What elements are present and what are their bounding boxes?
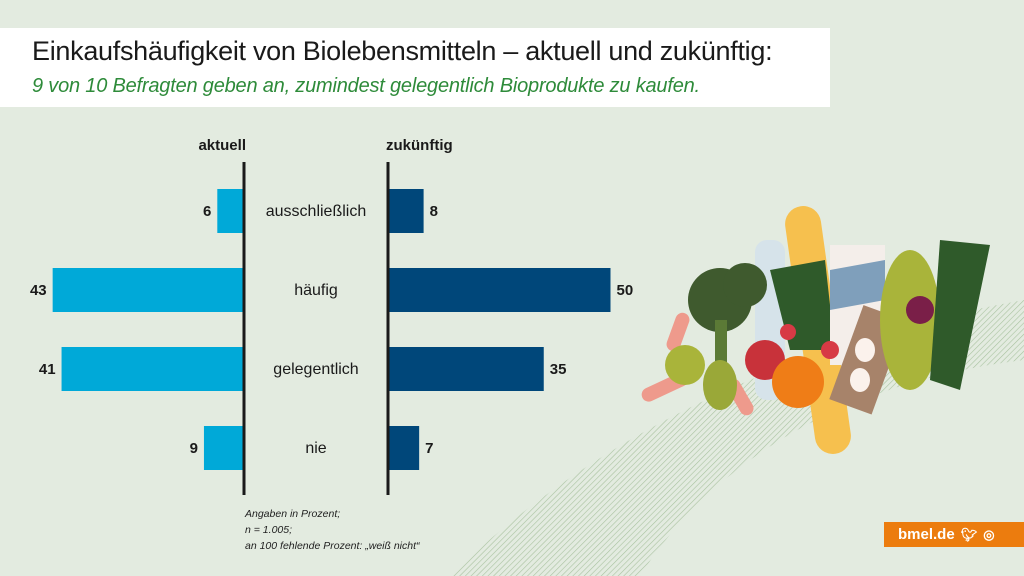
brand-link[interactable]: bmel.de [898, 526, 955, 543]
data-label-zukuenftig: 35 [550, 361, 567, 378]
orange-icon [772, 356, 824, 408]
bar-zukuenftig-3 [388, 426, 420, 470]
apple-icon [665, 345, 705, 385]
bar-zukuenftig-2 [388, 347, 544, 391]
category-label: häufig [294, 282, 338, 299]
bar-zukuenftig-0 [388, 189, 424, 233]
note-missing: an 100 fehlende Prozent: „weiß nicht“ [245, 540, 420, 552]
data-label-zukuenftig: 7 [425, 440, 433, 457]
brand-badge[interactable]: bmel.de 🐦︎ ◎ [884, 522, 1024, 547]
data-label-aktuell: 43 [30, 282, 47, 299]
category-label: gelegentlich [273, 361, 358, 378]
bar-aktuell-2 [61, 347, 244, 391]
note-sample-size: n = 1.005; [245, 524, 292, 536]
title-box: Einkaufshäufigkeit von Biolebensmitteln … [0, 28, 830, 107]
data-label-aktuell: 41 [39, 361, 56, 378]
lettuce-icon [880, 250, 940, 390]
twitter-icon[interactable]: 🐦︎ [960, 526, 978, 542]
data-label-aktuell: 9 [190, 440, 198, 457]
bar-zukuenftig-1 [388, 268, 611, 312]
bar-aktuell-0 [217, 189, 244, 233]
bar-aktuell-1 [52, 268, 245, 312]
instagram-icon[interactable]: ◎ [983, 526, 995, 542]
data-label-zukuenftig: 8 [430, 203, 438, 220]
category-label: nie [305, 440, 326, 457]
beetroot-icon [906, 296, 934, 324]
chart-subtitle: 9 von 10 Befragten geben an, zumindest g… [32, 75, 700, 97]
green-onion-icon [930, 240, 990, 390]
butterfly-bar-chart: aktuell zukünftig 6 8 ausschließlich 43 50 häuf… [30, 137, 634, 495]
data-label-aktuell: 6 [203, 203, 211, 220]
note-unit: Angaben in Prozent; [245, 508, 341, 520]
bar-aktuell-3 [203, 426, 244, 470]
footnote: Angaben in Prozent; n = 1.005; an 100 fe… [245, 506, 420, 554]
category-label: ausschließlich [266, 203, 366, 220]
data-label-zukuenftig: 50 [617, 282, 634, 299]
series-label-aktuell: aktuell [198, 137, 246, 154]
pear-icon [703, 360, 737, 410]
series-label-zukuenftig: zukünftig [386, 137, 453, 154]
chart-title: Einkaufshäufigkeit von Biolebensmitteln … [32, 36, 773, 66]
radish-icon [780, 324, 839, 359]
groceries-illustration [641, 206, 990, 454]
